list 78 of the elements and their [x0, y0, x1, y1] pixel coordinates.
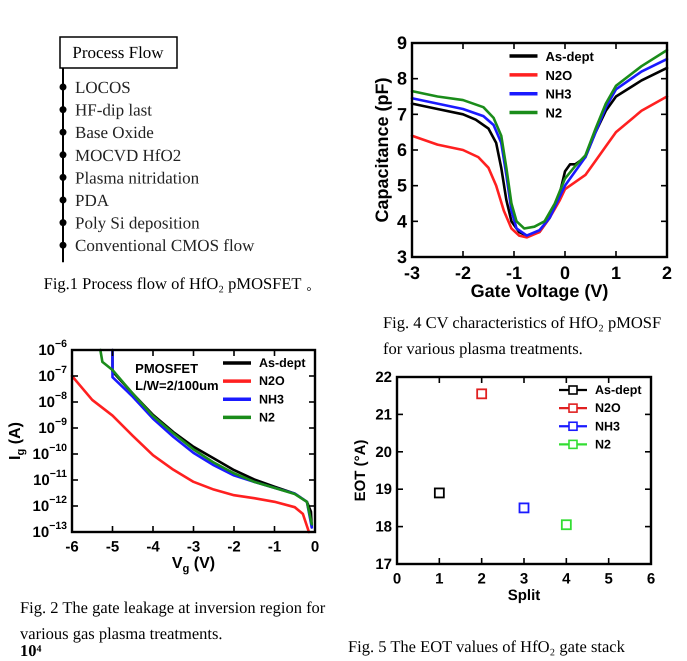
x-tick-label: -5 — [106, 538, 120, 555]
y-tick-label: 10$^{−12}$ — [32, 494, 68, 514]
legend-label: NH3 — [259, 392, 284, 406]
y-tick-label: 18 — [375, 518, 392, 536]
caption: Fig. 4 CV characteristics of HfO₂ pMOSF — [383, 312, 662, 332]
line-series — [70, 374, 310, 534]
category-label: HF-dip last — [75, 100, 152, 120]
legend-label: N2 — [595, 437, 612, 452]
x-tick-label: 5 — [604, 570, 613, 587]
y-tick-label: 10$^{−9}$ — [38, 416, 68, 436]
y-tick-label: 20 — [375, 443, 392, 460]
point — [434, 488, 445, 498]
legend-label: N2 — [259, 410, 276, 424]
x-tick-label: -6 — [65, 538, 79, 555]
x-tick-label: -3 — [186, 538, 200, 555]
y-tick-label: 8 — [396, 68, 407, 89]
y-tick-label: 21 — [375, 406, 392, 423]
legend-label: As-dept — [259, 356, 306, 370]
y-tick-label: 6 — [396, 140, 407, 160]
x-tick-label: 1 — [610, 262, 622, 283]
legend-label: As-dept — [595, 383, 642, 397]
x-tick-label: -1 — [506, 262, 522, 283]
x-tick-label: 3 — [520, 570, 528, 587]
x-tick-label: 0 — [560, 262, 570, 283]
legend-label: N2O — [259, 374, 285, 388]
y-tick-label: 10$^{−8}$ — [38, 390, 68, 410]
x-tick-label: 2 — [477, 570, 486, 587]
y-axis-title: Capacitance (pF) — [372, 77, 392, 223]
x-tick-label: 6 — [646, 570, 656, 587]
point — [476, 388, 488, 400]
legend-label: N2O — [546, 67, 572, 82]
y-tick-label: 5 — [396, 176, 407, 196]
legend-label: As-dept — [546, 48, 595, 64]
x-tick-label: 0 — [392, 570, 402, 587]
x-tick-label: -2 — [454, 262, 472, 283]
y-tick-label: 10$^{−7}$ — [38, 364, 68, 384]
text: Process Flow — [72, 42, 164, 62]
category-label: Poly Si deposition — [75, 213, 200, 232]
x-tick-label: 0 — [310, 538, 320, 555]
caption: Fig. 2 The gate leakage at inversion region for — [20, 598, 326, 616]
x-tick-label: -1 — [268, 538, 282, 555]
y-tick-label: 19 — [375, 480, 392, 498]
y-tick-label: 10$^{−10}$ — [32, 442, 68, 462]
y-tick-label: 9 — [396, 33, 407, 53]
x-axis-title: Gate Voltage (V) — [470, 281, 608, 301]
legend-label: N2 — [546, 105, 562, 120]
point — [518, 502, 530, 514]
category-label: PDA — [75, 190, 110, 210]
y-tick-label: 10$^{−6}$ — [38, 338, 68, 358]
caption: Fig.1 Process flow of HfO₂ pMOSFET 。 — [44, 274, 322, 292]
legend-label: NH3 — [595, 419, 620, 434]
point — [560, 519, 572, 530]
x-axis-title: Split — [508, 586, 540, 604]
x-tick-label: 4 — [562, 570, 572, 587]
y-axis-title: EOT (°A) — [352, 440, 368, 502]
legend-label: NH3 — [546, 86, 572, 102]
x-axis-title: V$_{g}$ (V) — [172, 554, 216, 575]
category-label: LOCOS — [75, 78, 131, 96]
category-label: Base Oxide — [75, 122, 154, 142]
y-tick-label: 4 — [396, 211, 407, 232]
y-tick-label: 10$^{−13}$ — [32, 520, 68, 540]
caption: Fig. 5 The EOT values of HfO₂ gate stack — [348, 636, 626, 656]
x-tick-label: -2 — [227, 538, 241, 555]
x-tick-label: -4 — [146, 538, 160, 555]
x-tick-label: 1 — [435, 570, 444, 587]
y-tick-label: 17 — [375, 556, 392, 572]
category-label: Plasma nitridation — [75, 168, 200, 187]
text: various gas plasma treatments. — [20, 624, 223, 642]
x-tick-label: 2 — [662, 262, 672, 283]
legend-label: N2O — [595, 401, 621, 416]
category-label: MOCVD HfO2 — [75, 145, 182, 164]
y-tick-label: 22 — [375, 368, 392, 386]
text: PMOSFET L/W=2/100um — [135, 360, 219, 392]
y-tick-label: 10$^{−11}$ — [33, 468, 68, 488]
text: for various plasma treatments. — [383, 338, 583, 358]
y-tick-label: 7 — [396, 104, 407, 124]
text: 10⁴ — [20, 640, 42, 660]
category-label: Conventional CMOS flow — [75, 236, 256, 255]
